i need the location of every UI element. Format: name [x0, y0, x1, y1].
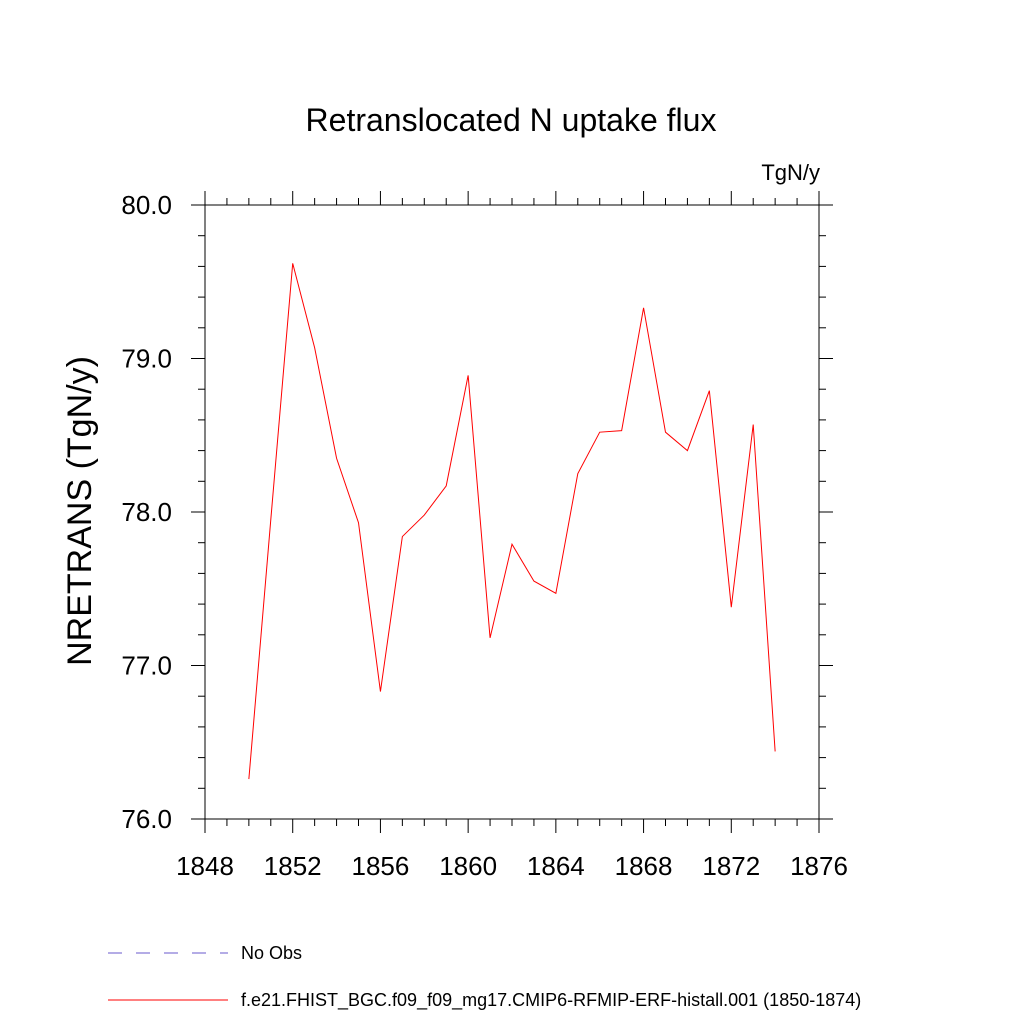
x-tick-label: 1856 — [352, 851, 410, 881]
legend: No Obs f.e21.FHIST_BGC.f09_f09_mg17.CMIP… — [108, 943, 861, 1011]
axis-ticks — [191, 191, 833, 833]
legend-label-no-obs: No Obs — [241, 943, 302, 963]
x-tick-label: 1848 — [176, 851, 234, 881]
x-tick-label: 1868 — [615, 851, 673, 881]
y-axis-label: NRETRANS (TgN/y) — [61, 356, 99, 666]
units-label: TgN/y — [761, 160, 820, 185]
y-tick-label: 80.0 — [121, 190, 172, 220]
x-tick-label: 1860 — [439, 851, 497, 881]
x-tick-label: 1876 — [790, 851, 848, 881]
chart-title: Retranslocated N uptake flux — [306, 102, 717, 138]
x-tick-labels: 1848 1852 1856 1860 1864 1868 1872 1876 — [176, 851, 848, 881]
y-tick-label: 77.0 — [121, 651, 172, 681]
plot-frame — [204, 204, 820, 820]
series-line-0 — [248, 263, 776, 780]
y-tick-label: 79.0 — [121, 344, 172, 374]
y-tick-labels: 76.0 77.0 78.0 79.0 80.0 — [121, 190, 172, 834]
series-layer — [248, 263, 776, 780]
x-tick-label: 1864 — [527, 851, 585, 881]
x-tick-label: 1852 — [264, 851, 322, 881]
legend-label-model: f.e21.FHIST_BGC.f09_f09_mg17.CMIP6-RFMIP… — [241, 990, 861, 1011]
x-tick-label: 1872 — [702, 851, 760, 881]
y-tick-label: 76.0 — [121, 804, 172, 834]
y-tick-label: 78.0 — [121, 497, 172, 527]
